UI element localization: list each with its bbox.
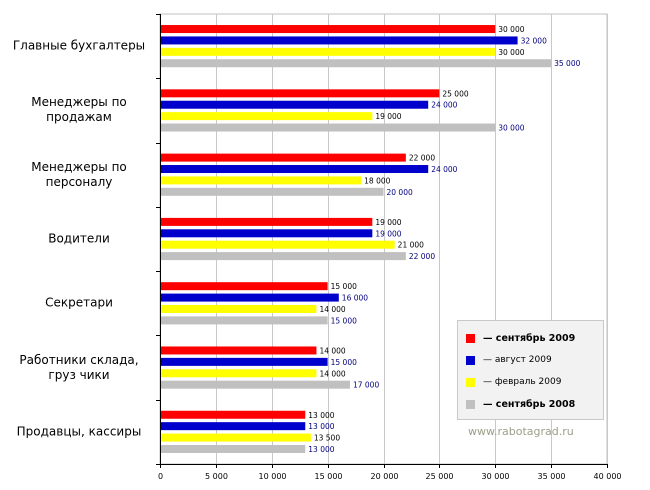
category-label-line: Менеджеры по xyxy=(31,159,127,174)
bar xyxy=(161,444,306,453)
bar xyxy=(161,47,496,56)
bar xyxy=(161,229,373,238)
category-label: Водители xyxy=(4,232,154,247)
bar xyxy=(161,346,317,355)
category-label: Работники склада, груз чики xyxy=(4,353,154,383)
data-label: 15 000 xyxy=(331,282,357,291)
legend-item: — февраль 2009 xyxy=(466,375,561,389)
legend-item: — сентябрь 2009 xyxy=(466,331,575,345)
x-tick-label: 0 xyxy=(158,472,163,481)
bar xyxy=(161,369,317,378)
data-label: 19 000 xyxy=(375,112,401,121)
category-label-line: груз чики xyxy=(48,367,110,382)
data-label: 14 000 xyxy=(319,346,345,355)
data-label: 30 000 xyxy=(498,124,524,133)
data-label: 30 000 xyxy=(498,48,524,57)
legend-item: — август 2009 xyxy=(466,353,552,367)
legend-swatch xyxy=(466,399,475,409)
legend-item: — сентябрь 2008 xyxy=(466,397,575,411)
bar xyxy=(161,293,339,302)
category-label: Главные бухгалтеры xyxy=(4,39,154,54)
category-label-line: Менеджеры по xyxy=(31,95,127,110)
x-tick-label: 15 000 xyxy=(315,472,343,481)
data-label: 19 000 xyxy=(375,218,401,227)
data-label: 15 000 xyxy=(331,358,357,367)
x-tick-label: 30 000 xyxy=(482,472,510,481)
legend-label: — сентябрь 2009 xyxy=(483,332,576,344)
category-label-line: Водители xyxy=(48,231,110,246)
bar xyxy=(161,89,440,98)
legend-label: — февраль 2009 xyxy=(483,377,562,387)
data-label: 14 000 xyxy=(319,369,345,378)
x-tick-label: 25 000 xyxy=(426,472,454,481)
data-label: 30 000 xyxy=(498,25,524,34)
category-label-line: Секретари xyxy=(45,295,113,310)
data-label: 35 000 xyxy=(554,59,580,68)
bar xyxy=(161,112,373,121)
bar xyxy=(161,422,306,431)
legend-swatch xyxy=(466,333,475,343)
category-label: Секретари xyxy=(4,296,154,311)
bar xyxy=(161,36,518,45)
legend-swatch xyxy=(466,377,475,387)
x-tick-label: 35 000 xyxy=(538,472,566,481)
data-label: 25 000 xyxy=(442,89,468,98)
bar xyxy=(161,304,317,313)
data-label: 24 000 xyxy=(431,101,457,110)
legend-label: — сентябрь 2008 xyxy=(483,398,576,410)
data-label: 13 000 xyxy=(308,422,334,431)
data-label: 18 000 xyxy=(364,176,390,185)
data-label: 16 000 xyxy=(342,294,368,303)
x-tick-label: 40 000 xyxy=(594,472,622,481)
data-label: 22 000 xyxy=(409,252,435,261)
data-label: 17 000 xyxy=(353,381,379,390)
bar xyxy=(161,240,395,249)
data-label: 15 000 xyxy=(331,316,357,325)
x-tick-label: 10 000 xyxy=(259,472,287,481)
legend-swatch xyxy=(466,355,475,365)
x-tick-label: 20 000 xyxy=(371,472,399,481)
bar xyxy=(161,282,328,291)
bar xyxy=(161,316,328,325)
data-label: 20 000 xyxy=(387,188,413,197)
category-label-line: Продавцы, кассиры xyxy=(16,424,142,439)
category-label-line: продажам xyxy=(46,110,112,125)
legend-label: — август 2009 xyxy=(483,355,552,365)
x-tick-label: 5 000 xyxy=(205,472,228,481)
data-label: 24 000 xyxy=(431,165,457,174)
watermark-text: www.rabotagrad.ru xyxy=(468,425,574,438)
data-label: 14 000 xyxy=(319,305,345,314)
category-label-line: Работники склада, xyxy=(19,352,139,367)
category-label-line: Главные бухгалтеры xyxy=(12,38,146,53)
data-label: 13 000 xyxy=(308,411,334,420)
bar xyxy=(161,165,429,174)
data-label: 13 000 xyxy=(308,445,334,454)
bar xyxy=(161,123,496,132)
bar xyxy=(161,380,350,389)
bar xyxy=(161,100,429,109)
bar xyxy=(161,25,496,34)
data-label: 19 000 xyxy=(375,229,401,238)
bar xyxy=(161,252,406,261)
category-label: Менеджеры по продажам xyxy=(4,95,154,125)
bar xyxy=(161,153,406,162)
bar xyxy=(161,357,328,366)
data-label: 21 000 xyxy=(398,241,424,250)
bar xyxy=(161,433,311,442)
bar xyxy=(161,410,306,419)
legend: — сентябрь 2009 — август 2009 — февраль 20… xyxy=(457,320,604,420)
bar xyxy=(161,187,384,196)
bar xyxy=(161,59,552,68)
bar xyxy=(161,176,362,185)
bar xyxy=(161,217,373,226)
category-label: Менеджеры по персоналу xyxy=(4,160,154,190)
category-label: Продавцы, кассиры xyxy=(4,424,154,439)
data-label: 22 000 xyxy=(409,154,435,163)
category-label-line: персоналу xyxy=(45,174,113,189)
data-label: 13 500 xyxy=(314,434,340,443)
data-label: 32 000 xyxy=(521,36,547,45)
